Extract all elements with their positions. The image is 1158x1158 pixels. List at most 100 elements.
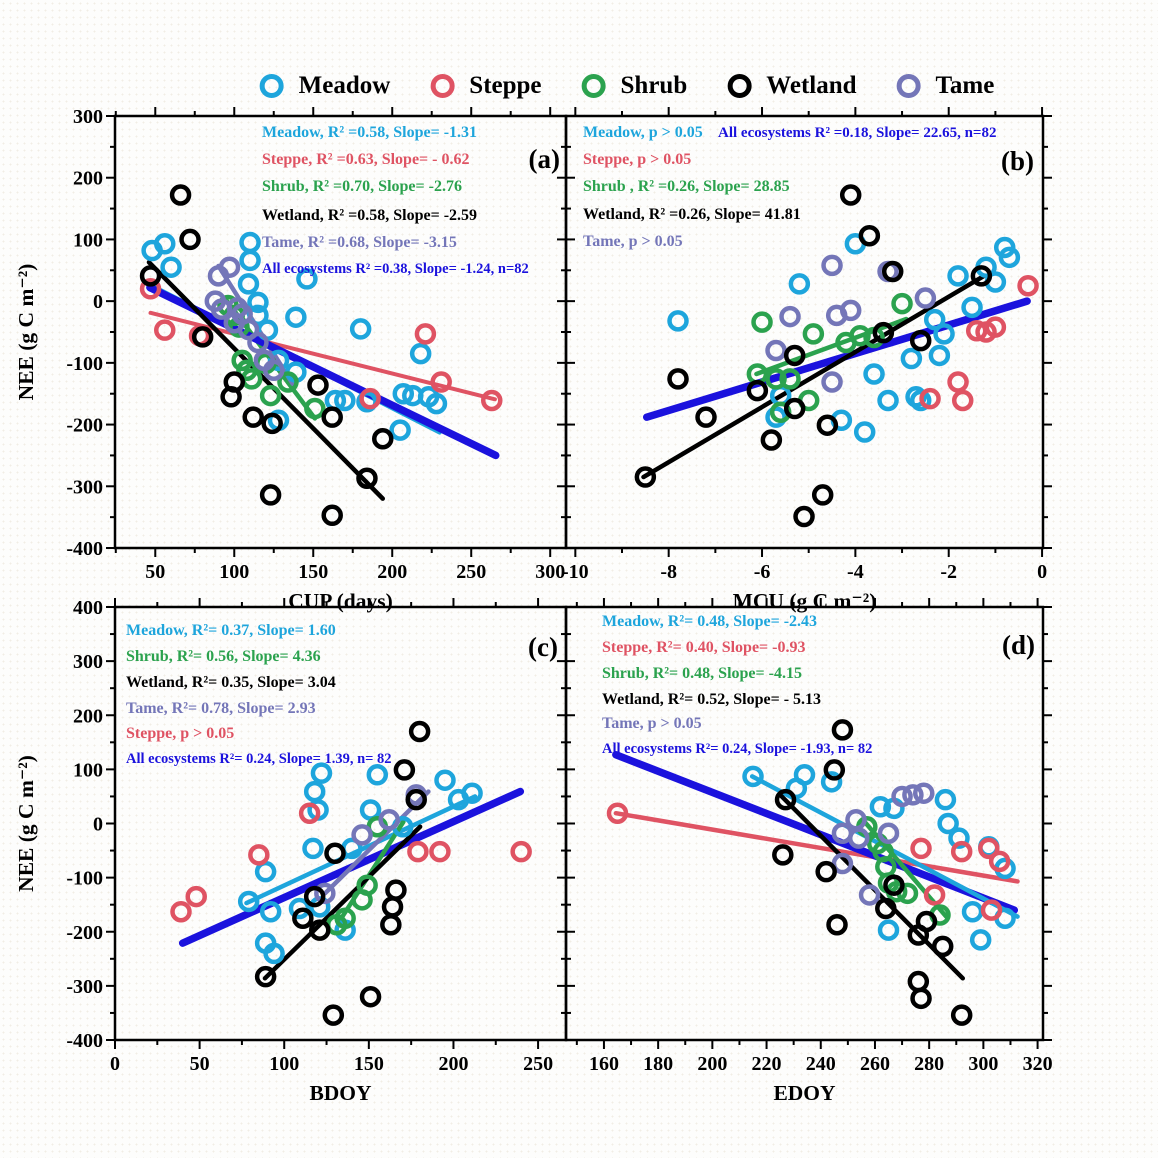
tame-point	[765, 339, 787, 362]
panel-d-fitline-shrub	[862, 819, 949, 919]
meadow-point	[788, 273, 811, 295]
steppe-point	[407, 840, 429, 863]
panel-d-xtick-label: 220	[752, 1053, 782, 1075]
meadow-point	[961, 900, 984, 923]
meadow-circle-icon	[259, 74, 284, 98]
panel-d-letter-label: (d)	[1002, 630, 1035, 660]
meadow-point	[366, 764, 389, 786]
wetland-point	[823, 759, 846, 781]
tame-point	[351, 824, 373, 846]
panel-b-xtick-label: 0	[1037, 561, 1047, 583]
shrub-point	[779, 368, 801, 390]
legend-label-shrub: Shrub	[620, 72, 688, 99]
panel-b-x-axis-title: MCU (g C m⁻²)	[733, 589, 877, 613]
wetland-point	[385, 879, 407, 901]
meadow-point	[389, 419, 411, 441]
meadow-point	[303, 780, 326, 803]
tame-point	[891, 785, 913, 808]
panel-b-xtick-label: -6	[754, 561, 771, 583]
panel-a-xtick-label: 200	[377, 561, 407, 583]
panel-b-xtick-label: -10	[562, 561, 589, 583]
tame-point	[263, 359, 285, 382]
panel-d-xtick-label: 180	[643, 1053, 673, 1075]
wetland-point	[907, 970, 930, 993]
panel-b-fitline-shrub	[754, 316, 909, 377]
panel-c-ytick-label: 300	[73, 651, 103, 673]
panel-a-ytick-label: -400	[66, 538, 103, 560]
tame-point	[839, 299, 862, 322]
panel-c: 0 50 100 150 200 250 400 300 200 100 0 -100 -200 -300…	[14, 597, 575, 1105]
panel-c-ytick-label: -200	[66, 922, 103, 944]
panel-c-fitline-wetland	[262, 824, 423, 981]
steppe-point	[185, 885, 207, 908]
panel-c-ytick-label: 400	[73, 597, 103, 619]
shrub-point	[765, 368, 787, 390]
panel-d-stats-annotation-1: Steppe, R²= 0.40, Slope= -0.93	[602, 639, 805, 656]
panel-a: 50 100 150 200 250 300 300 200 100 0 -100 -200 -300 -…	[14, 106, 575, 613]
wetland-point	[324, 842, 346, 865]
wetland-point	[881, 260, 904, 283]
wetland-point	[242, 406, 264, 428]
legend-label-meadow: Meadow	[298, 72, 391, 99]
panel-c-xtick-label: 250	[523, 1053, 553, 1075]
steppe-circle-icon	[430, 74, 455, 98]
meadow-point	[785, 777, 808, 800]
tame-point	[218, 256, 241, 278]
meadow-point	[742, 765, 764, 788]
panel-a-stats-annotation-5: All ecosystems R² =0.38, Slope= -1.24, n…	[262, 261, 529, 277]
panel-c-letter-label: (c)	[528, 632, 558, 662]
steppe-point	[414, 323, 437, 345]
panel-d-stats-annotation-3: Wetland, R²= 0.52, Slope= - 5.13	[602, 691, 821, 708]
meadow-point	[409, 342, 432, 365]
wetland-point	[372, 428, 394, 450]
meadow-point	[909, 389, 932, 412]
steppe-point	[298, 802, 321, 824]
panel-a-fitline-all-ecosystems	[146, 283, 500, 460]
panel-b-fitline-wetland	[641, 273, 987, 480]
panel-c-xtick-label: 150	[354, 1053, 384, 1075]
wetland-point	[380, 913, 402, 936]
meadow-point	[359, 799, 382, 821]
legend-label-steppe: Steppe	[469, 72, 542, 99]
tame-point	[877, 822, 900, 844]
panel-c-xtick-label: 100	[269, 1053, 299, 1075]
shrub-point	[259, 384, 282, 407]
wetland-point	[875, 897, 897, 920]
meadow-point	[937, 812, 959, 835]
meadow-point	[154, 232, 176, 255]
steppe-point	[951, 389, 974, 412]
legend-item-wetland: Wetland	[727, 72, 857, 100]
panel-a-xtick-label: 250	[456, 561, 486, 583]
legend-item-steppe: Steppe	[430, 72, 542, 100]
panel-d-xtick-label: 240	[806, 1053, 836, 1075]
tame-circle-icon	[896, 74, 921, 98]
wetland-point	[321, 406, 343, 428]
steppe-point	[947, 371, 969, 393]
panel-a-fitline-wetland	[146, 260, 386, 501]
legend-item-tame: Tame	[896, 72, 994, 100]
meadow-point	[948, 827, 970, 849]
legend-item-shrub: Shrub	[581, 72, 688, 100]
meadow-point	[947, 265, 969, 287]
panel-c-ytick-label: 0	[93, 814, 103, 836]
meadow-point	[392, 382, 415, 405]
panel-d-ticks	[557, 598, 1052, 1049]
wetland-point	[826, 913, 848, 936]
steppe-point	[1017, 274, 1039, 297]
wetland-point	[179, 228, 201, 251]
panel-a-stats-annotation-4: Tame, R² =0.68, Slope= -3.15	[262, 234, 457, 251]
panel-a-points-tame	[204, 256, 285, 382]
panel-a-stats-annotation-2: Shrub, R² =0.70, Slope= -2.76	[262, 178, 462, 195]
panel-b-stats-annotation-5: Tame, p > 0.05	[583, 233, 683, 250]
panel-a-xtick-label: 50	[145, 561, 165, 583]
panel-a-points-wetland	[139, 184, 394, 527]
wetland-point	[931, 935, 954, 958]
panel-b-stats-annotation-1: All ecosystems R² =0.18, Slope= 22.65, n…	[718, 125, 996, 141]
steppe-point	[510, 840, 532, 863]
wetland-point	[746, 379, 769, 402]
shrub-point	[351, 889, 373, 911]
wetland-point	[356, 467, 378, 490]
wetland-point	[760, 429, 783, 451]
panel-c-stats-annotation-4: Steppe, p > 0.05	[126, 725, 234, 742]
steppe-point	[154, 319, 176, 341]
